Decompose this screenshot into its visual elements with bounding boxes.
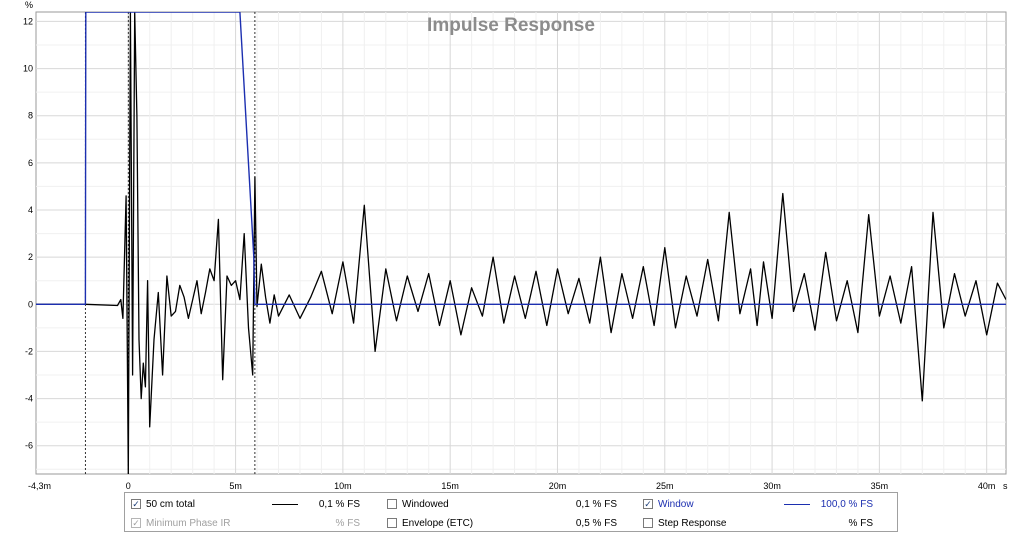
impulse-response-chart[interactable]: -6 -4 -2 0 2 4 6 8 10 12 -4,3m 0 5m 10m 15m 20m 25m 30m 35… — [0, 0, 1024, 492]
legend-label: Step Response — [658, 517, 727, 529]
y-tick-label: -2 — [25, 346, 33, 356]
x-tick-label: 5m — [229, 481, 242, 491]
y-axis-unit: % — [25, 0, 33, 10]
y-tick-label: -6 — [25, 441, 33, 451]
legend-scale: 0,1 % FS — [318, 499, 360, 510]
legend-label: 50 cm total — [146, 498, 195, 510]
legend-item-step-response[interactable]: Step Response — [643, 515, 726, 531]
y-tick-label: -4 — [25, 394, 33, 404]
legend-item-windowed[interactable]: Windowed — [387, 496, 449, 512]
legend-label: Window — [658, 498, 694, 510]
checkbox-envelope-etc[interactable] — [387, 518, 397, 528]
x-tick-label: 40m — [978, 481, 996, 491]
y-tick-label: 6 — [28, 158, 33, 168]
legend-scale: 100,0 % FS — [820, 499, 873, 510]
x-tick-label: 15m — [441, 481, 459, 491]
series-line-window — [36, 12, 1006, 305]
y-tick-label: 4 — [28, 205, 33, 215]
checkbox-minimum-phase-ir[interactable]: ✓ — [131, 517, 141, 528]
legend-scale: % FS — [848, 518, 873, 529]
legend-item-50cm-total[interactable]: ✓ 50 cm total — [131, 496, 195, 512]
y-tick-label: 0 — [28, 299, 33, 309]
legend-label: Minimum Phase IR — [146, 517, 231, 529]
y-tick-label: 2 — [28, 252, 33, 262]
legend-item-window[interactable]: ✓ Window — [643, 496, 694, 512]
y-tick-label: 12 — [23, 16, 33, 26]
legend-scale: 0,1 % FS — [575, 499, 617, 510]
legend-item-minimum-phase-ir[interactable]: ✓ Minimum Phase IR — [131, 515, 230, 531]
legend-label: Envelope (ETC) — [402, 517, 474, 529]
x-tick-label: 20m — [549, 481, 567, 491]
x-tick-label: -4,3m — [28, 481, 51, 491]
x-tick-label: 0 — [126, 481, 131, 491]
y-tick-label: 10 — [23, 64, 33, 74]
legend-panel: ✓ 50 cm total 0,1 % FS ✓ Minimum Phase I… — [124, 492, 898, 532]
grid — [36, 12, 1006, 474]
checkbox-step-response[interactable] — [643, 518, 653, 528]
y-tick-label: 8 — [28, 111, 33, 121]
legend-swatch-window — [784, 504, 810, 505]
tick-labels: -6 -4 -2 0 2 4 6 8 10 12 -4,3m 0 5m 10m 15m 20m 25m 30m 35… — [23, 16, 995, 491]
legend-label: Windowed — [402, 498, 449, 510]
x-axis-unit: s — [1003, 481, 1008, 491]
x-tick-label: 35m — [871, 481, 889, 491]
x-tick-label: 10m — [334, 481, 352, 491]
x-tick-label: 30m — [763, 481, 781, 491]
checkbox-windowed[interactable] — [387, 499, 397, 509]
checkbox-50cm-total[interactable]: ✓ — [131, 498, 141, 509]
chart-title: Impulse Response — [427, 15, 595, 36]
legend-item-envelope-etc[interactable]: Envelope (ETC) — [387, 515, 473, 531]
legend-scale: % FS — [335, 518, 360, 529]
checkbox-window[interactable]: ✓ — [643, 498, 653, 509]
plot-area[interactable] — [35, 11, 1007, 475]
series-line-50cm-total — [36, 12, 1006, 474]
legend-swatch-50cm-total — [272, 504, 298, 505]
series-group — [36, 12, 1006, 474]
legend-scale: 0,5 % FS — [575, 518, 617, 529]
x-tick-label: 25m — [656, 481, 674, 491]
